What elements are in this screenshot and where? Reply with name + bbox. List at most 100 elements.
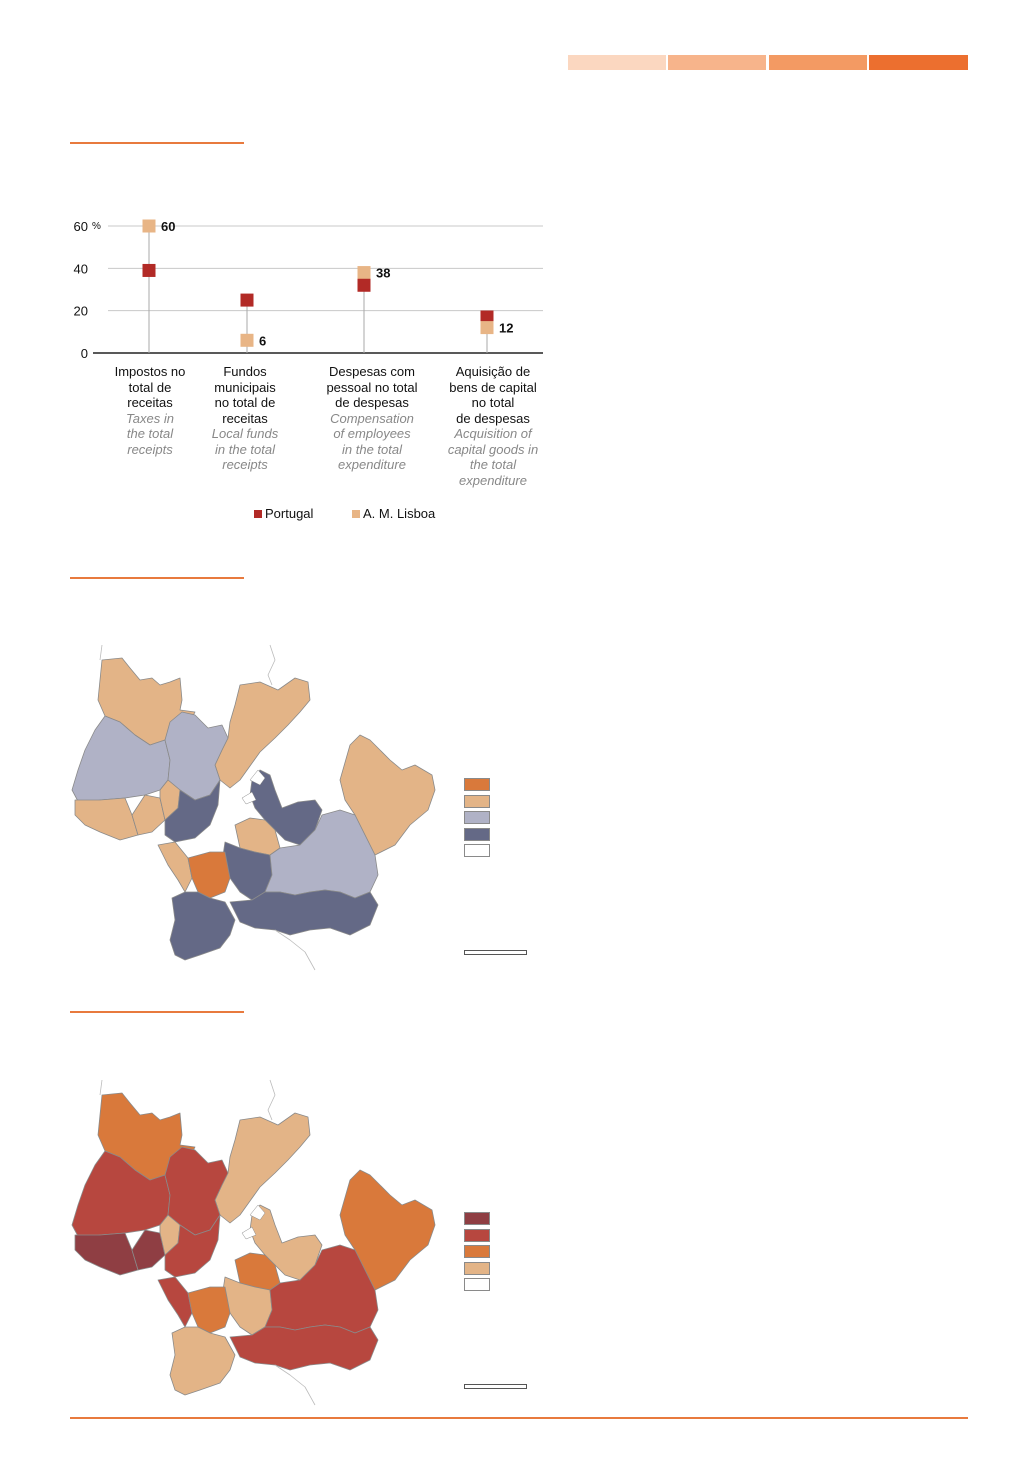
category-label-4-en-line-3: the total <box>469 457 517 472</box>
marker-am-lisboa-1 <box>142 219 156 233</box>
category-label-2-pt-line-1: Fundos <box>223 364 267 379</box>
map1-region-lisboa <box>164 779 221 843</box>
map1-coast <box>99 644 103 661</box>
dot-chart: 0 20 40 60% 60 6 38 12 <box>74 219 543 361</box>
marker-portugal-1 <box>142 263 156 277</box>
map2-region-loures <box>164 1146 229 1236</box>
footer-rule <box>70 1417 968 1419</box>
map2-estuary <box>241 1204 266 1240</box>
map-1 <box>71 644 436 971</box>
map2-legend-box-1 <box>464 1212 490 1225</box>
data-label-2: 6 <box>259 333 266 348</box>
category-label-2-en-line-1: Local funds <box>211 426 279 441</box>
header-strip-segment-1 <box>568 55 666 70</box>
map2-region-montijo-east <box>339 1169 436 1291</box>
map2-region-lisboa <box>164 1214 221 1278</box>
category-label-4-pt-line-1: Aquisição de <box>455 364 531 379</box>
map2-legend-box-4 <box>464 1261 490 1275</box>
map1-legend-box-3 <box>464 811 490 824</box>
map1-region-oeiras <box>131 794 166 836</box>
map2-region-oeiras <box>131 1229 166 1271</box>
y-tick-label-0: 0 <box>81 346 88 361</box>
section-rule-map-1 <box>70 577 244 579</box>
map1-river <box>267 644 276 686</box>
category-label-4-pt-line-4: de despesas <box>456 410 530 426</box>
map2-region-cascais <box>74 1232 139 1276</box>
header-strip-segment-3 <box>769 55 867 70</box>
marker-am-lisboa-3 <box>357 266 371 280</box>
map1-scale-bar <box>464 950 527 955</box>
category-label-3-en-line-2: of employees <box>333 426 411 441</box>
header-strip-segment-4 <box>869 55 968 70</box>
marker-am-lisboa-4 <box>480 321 494 335</box>
map1-region-loures <box>164 711 229 801</box>
legend-portugal: Portugal <box>254 506 313 521</box>
map1-legend-box-2 <box>464 794 490 808</box>
category-label-3-en-line-4: expenditure <box>338 457 406 472</box>
map1-legend <box>464 778 490 861</box>
header-strip-segment-2 <box>668 55 766 70</box>
map1-estuary <box>241 769 266 805</box>
category-label-4-en-line-2: capital goods in <box>447 441 539 457</box>
legend-label-portugal: Portugal <box>265 506 314 521</box>
map2-region-setubal <box>229 1324 379 1371</box>
section-rule-map-2 <box>70 1011 244 1013</box>
map2-coast <box>99 1079 103 1096</box>
y-tick-label-20: 20 <box>74 304 88 319</box>
legend-label-am-lisboa: A. M. Lisboa <box>363 506 436 521</box>
category-label-2: Fundos municipais no total de receitas Local… <box>185 364 305 473</box>
category-label-3-pt-line-3: de despesas <box>335 395 409 410</box>
section-rule-chart <box>70 142 244 144</box>
category-label-1-en-line-2: the total <box>126 426 174 441</box>
marker-portugal-2 <box>240 293 254 307</box>
map1-region-setubal <box>229 889 379 936</box>
category-label-1: Impostos no total de receitas Taxes in the t… <box>90 364 210 457</box>
map1-legend-box-1 <box>464 778 490 791</box>
marker-am-lisboa-2 <box>240 333 254 347</box>
category-label-1-pt-line-2: total de <box>128 379 172 395</box>
marker-portugal-4 <box>480 310 494 324</box>
category-label-2-pt-line-4: receitas <box>222 410 268 426</box>
category-label-2-pt-line-3: no total de <box>214 395 276 410</box>
map2-river <box>267 1079 276 1121</box>
category-label-1-en-line-1: Taxes in <box>126 410 174 426</box>
category-label-2-pt-line-2: municipais <box>214 379 276 395</box>
map2-region-sesimbra <box>169 1326 236 1396</box>
map2-legend-box-5 <box>464 1278 490 1291</box>
category-label-4-en-line-1: Acquisition of <box>454 426 532 441</box>
map1-legend-box-4 <box>464 827 490 841</box>
map1-region-cascais <box>74 797 139 841</box>
map2-river-south <box>274 1364 316 1406</box>
map-2 <box>71 1079 436 1406</box>
marker-portugal-3 <box>357 278 371 292</box>
category-label-1-en-line-3: receipts <box>127 441 173 457</box>
category-label-4-pt-line-2: bens de capital <box>449 379 537 395</box>
category-label-4-en-line-4: expenditure <box>459 472 527 488</box>
data-label-4: 12 <box>499 321 513 336</box>
legend-am-lisboa: A. M. Lisboa <box>352 506 435 521</box>
map1-legend-box-5 <box>464 844 490 857</box>
category-label-2-en-line-3: receipts <box>222 457 268 472</box>
category-label-3-pt-line-1: Despesas com <box>329 364 415 379</box>
legend-swatch-am-lisboa <box>352 509 360 518</box>
legend-swatch-portugal <box>254 509 262 518</box>
category-label-4: Aquisição de bens de capital no total de de… <box>433 364 553 488</box>
map1-region-sesimbra <box>169 891 236 961</box>
map1-region-moita <box>187 851 231 899</box>
category-label-3-en-line-3: in the total <box>342 441 402 457</box>
data-label-3: 38 <box>376 266 390 281</box>
map1-region-almada <box>157 841 193 893</box>
map2-region-moita <box>187 1286 231 1334</box>
category-label-4-pt-line-3: no total <box>471 395 515 410</box>
map2-legend-box-3 <box>464 1245 490 1258</box>
map1-river-south <box>274 929 316 971</box>
y-tick-label-60: 60 <box>74 219 88 234</box>
category-label-3: Despesas com pessoal no total de despesas C… <box>312 364 432 473</box>
y-tick-label-40: 40 <box>74 261 88 276</box>
map1-region-montijo-east <box>339 734 436 856</box>
category-label-3-en-line-1: Compensation <box>330 410 414 426</box>
category-label-2-en-line-2: in the total <box>215 441 275 457</box>
category-label-1-pt-line-3: receitas <box>127 395 173 410</box>
category-label-1-pt-line-1: Impostos no <box>114 364 186 379</box>
map2-legend-box-2 <box>464 1228 490 1242</box>
